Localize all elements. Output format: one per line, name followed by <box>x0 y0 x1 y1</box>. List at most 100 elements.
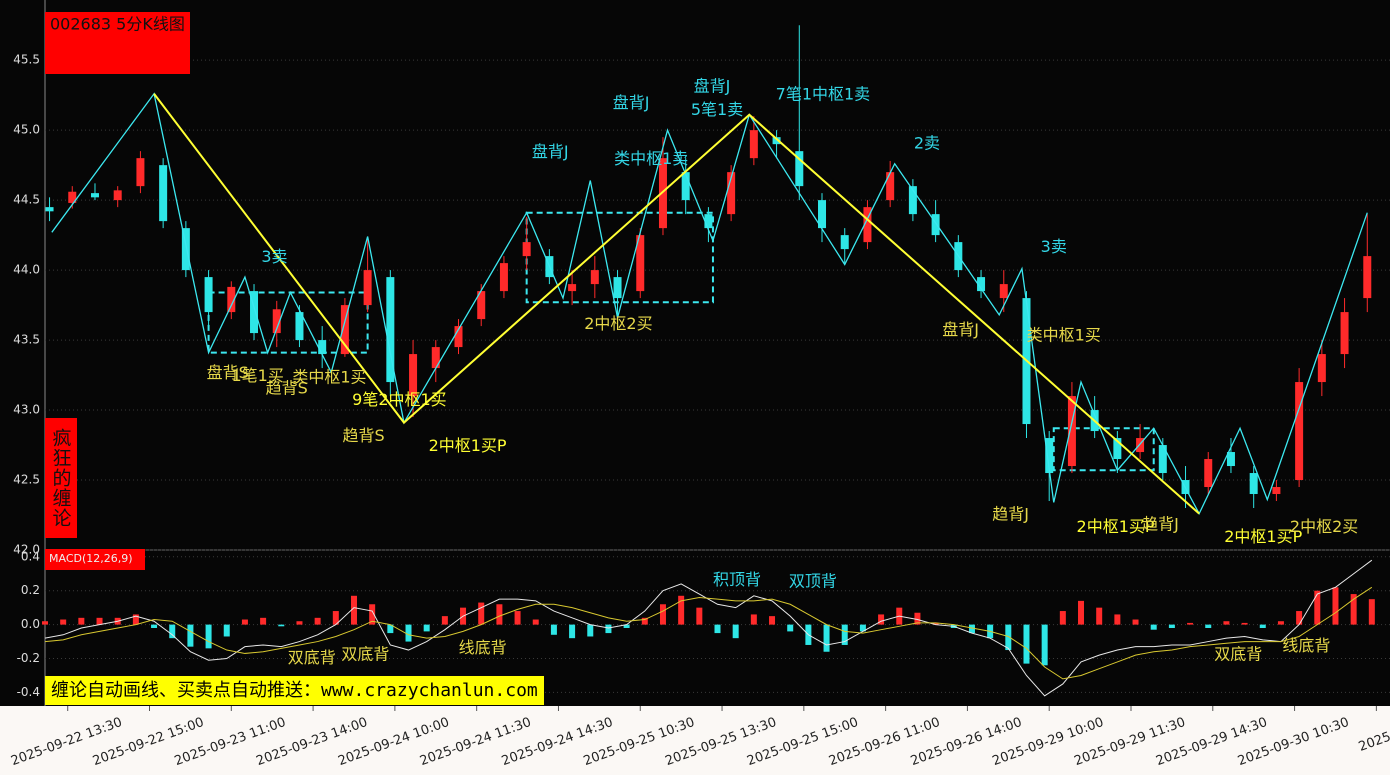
annotation: 7笔1中枢1卖 <box>776 85 871 104</box>
y-tick-label: 0.2 <box>21 583 40 597</box>
macd-bar <box>1332 587 1339 625</box>
annotation: 2中枢1买P <box>1077 517 1155 536</box>
macd-bar <box>151 624 158 628</box>
macd-bar <box>1005 624 1012 651</box>
annotation: 盘背J <box>532 142 569 161</box>
candle-body <box>1340 312 1349 355</box>
candle-body <box>749 130 758 159</box>
candle-body <box>477 291 486 320</box>
annotation: 双底背 <box>341 645 389 664</box>
macd-bar <box>369 604 376 625</box>
candle-body <box>1204 459 1213 488</box>
macd-bar <box>732 624 739 639</box>
y-tick-label: -0.2 <box>17 651 40 665</box>
candle-body <box>999 284 1008 299</box>
candle-body <box>227 286 236 313</box>
macd-bar <box>187 624 194 647</box>
annotation: 线底背 <box>459 638 507 657</box>
macd-bar <box>1350 594 1357 625</box>
macd-bar <box>1023 624 1030 664</box>
annotation: 2中枢1买P <box>429 436 507 455</box>
candle-body <box>45 207 54 212</box>
y-tick-label: 44.0 <box>13 263 40 277</box>
macd-bar <box>878 614 885 625</box>
macd-bar <box>1114 614 1121 625</box>
macd-bar <box>169 624 176 639</box>
chart-title: 002683 5分K线图 <box>50 15 185 34</box>
annotation: 盘背J <box>694 76 731 95</box>
y-tick-label: -0.4 <box>17 685 40 699</box>
dif-line <box>44 559 1373 697</box>
macd-bar <box>405 624 412 642</box>
banner: 缠论自动画线、买卖点自动推送：www.crazychanlun.com <box>45 676 544 705</box>
candle-body <box>818 200 827 229</box>
candle-body <box>727 172 736 215</box>
annotation: 积顶背 <box>713 570 761 589</box>
annotation: 类中枢1买 <box>1027 325 1101 344</box>
macd-bar <box>914 612 921 625</box>
annotation: 趋背J <box>992 505 1029 524</box>
macd-bar <box>1041 624 1048 666</box>
candle-body <box>181 228 190 271</box>
annotation: 9笔2中枢1买 <box>352 390 447 409</box>
macd-bar <box>478 602 485 625</box>
macd-bar <box>1259 624 1266 628</box>
candle-body <box>636 235 645 292</box>
candle-body <box>90 193 99 198</box>
macd-bar <box>496 604 503 625</box>
candle-body <box>1295 382 1304 481</box>
macd-bar <box>659 604 666 625</box>
macd-bar <box>278 624 285 627</box>
macd-bar <box>1205 624 1212 628</box>
annotation: 2卖 <box>914 134 940 153</box>
candle-body <box>863 207 872 243</box>
macd-bar <box>641 617 648 625</box>
y-tick-label: 43.5 <box>13 333 40 347</box>
candle-body <box>931 214 940 236</box>
candle-body <box>295 312 304 341</box>
candle-body <box>431 347 440 369</box>
macd-bar <box>823 624 830 652</box>
macd-title-box <box>45 549 145 570</box>
candle-body <box>658 158 667 229</box>
macd-bar <box>514 611 521 625</box>
x-tick-label: 2025-09-30 <box>1357 715 1390 755</box>
candle-body <box>977 277 986 292</box>
candle-body <box>363 270 372 306</box>
candle-body <box>1249 473 1258 495</box>
candle-body <box>250 291 259 334</box>
segment-line <box>153 93 1200 515</box>
annotation: 2中枢2买 <box>584 314 652 333</box>
macd-bar <box>623 624 630 628</box>
candle-body <box>454 326 463 348</box>
macd-bar <box>532 619 539 625</box>
macd-bar <box>750 614 757 625</box>
macd-bar <box>769 616 776 625</box>
macd-bar <box>387 624 394 634</box>
y-tick-label: 44.5 <box>13 193 40 207</box>
candle-body <box>613 277 622 299</box>
candle-body <box>272 309 281 334</box>
macd-bar <box>296 621 303 625</box>
y-tick-label: 0.0 <box>21 617 40 631</box>
annotation: 盘背J <box>613 93 650 112</box>
macd-bar <box>205 624 212 649</box>
candle-body <box>840 235 849 250</box>
macd-bar <box>968 624 975 634</box>
candle-body <box>318 340 327 355</box>
y-tick-label: 42.5 <box>13 473 40 487</box>
annotation: 趋背J <box>1142 514 1179 533</box>
y-tick-label: 45.0 <box>13 123 40 137</box>
pivot-box <box>1052 427 1155 472</box>
annotation: 5笔1卖 <box>691 100 743 119</box>
candle-body <box>409 354 418 397</box>
macd-bar <box>1168 624 1175 628</box>
macd-bar <box>550 624 557 635</box>
candle-body <box>1363 256 1372 299</box>
macd-bar <box>260 617 267 625</box>
macd-bar <box>859 624 866 632</box>
annotation: 趋背S <box>342 426 384 445</box>
macd-bar <box>1187 622 1194 625</box>
macd-bar <box>714 624 721 634</box>
candle-body <box>681 172 690 201</box>
